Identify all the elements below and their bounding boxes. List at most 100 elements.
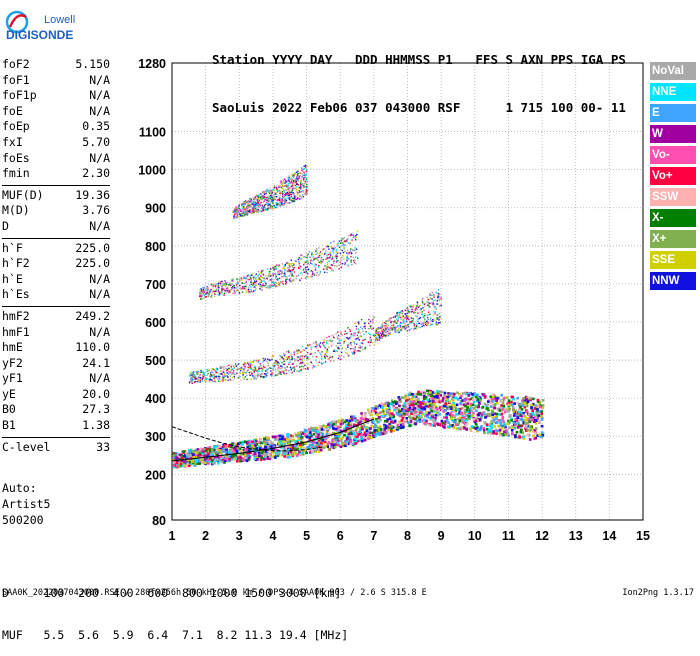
echo-point (193, 375, 194, 376)
echo-point (246, 292, 247, 293)
echo-point (189, 372, 190, 373)
echo-point (506, 409, 509, 412)
echo-point (326, 342, 327, 343)
echo-point (538, 420, 541, 423)
echo-point (213, 284, 214, 285)
echo-point (316, 258, 317, 259)
echo-point (535, 404, 538, 407)
echo-point (238, 377, 239, 378)
echo-point (231, 374, 232, 375)
echo-point (288, 195, 289, 196)
echo-point (343, 255, 344, 256)
echo-point (440, 407, 443, 410)
echo-point (346, 241, 347, 242)
echo-point (242, 286, 243, 287)
echo-point (207, 369, 208, 370)
echo-point (348, 242, 349, 243)
echo-point (257, 207, 258, 208)
echo-point (297, 432, 300, 435)
echo-point (284, 273, 285, 274)
echo-point (527, 433, 530, 436)
echo-point (305, 257, 306, 258)
echo-point (337, 260, 338, 261)
echo-point (223, 369, 224, 370)
echo-point (307, 369, 308, 370)
echo-point (262, 369, 263, 370)
echo-point (294, 271, 295, 272)
echo-point (202, 448, 205, 451)
echo-point (287, 263, 288, 264)
echo-point (410, 410, 413, 413)
echo-point (310, 271, 311, 272)
echo-point (212, 381, 213, 382)
echo-point (302, 351, 303, 352)
echo-point (289, 182, 290, 183)
echo-point (318, 255, 319, 256)
echo-point (343, 246, 344, 247)
echo-point (300, 355, 301, 356)
echo-point (284, 354, 285, 355)
echo-point (211, 459, 214, 462)
echo-point (460, 426, 463, 429)
echo-point (201, 290, 202, 291)
echo-point (240, 379, 241, 380)
echo-point (355, 349, 356, 350)
echo-point (336, 333, 337, 334)
echo-point (233, 458, 236, 461)
echo-point (271, 359, 272, 360)
echo-point (290, 354, 291, 355)
echo-point (511, 429, 514, 432)
echo-point (264, 360, 265, 361)
echo-point (354, 262, 355, 263)
echo-point (240, 287, 241, 288)
echo-point (208, 373, 209, 374)
echo-point (348, 235, 349, 236)
echo-point (263, 364, 264, 365)
echo-point (295, 360, 296, 361)
echo-point (278, 266, 279, 267)
echo-point (284, 269, 285, 270)
echo-point (364, 324, 365, 325)
echo-point (291, 271, 292, 272)
echo-point (247, 289, 248, 290)
echo-point (224, 374, 225, 375)
echo-point (199, 289, 200, 290)
echo-point (456, 428, 459, 431)
echo-point (285, 274, 286, 275)
echo-point (327, 350, 328, 351)
echo-point (442, 397, 445, 400)
echo-point (503, 397, 506, 400)
echo-point (359, 331, 360, 332)
echo-point (297, 199, 298, 200)
echo-point (372, 420, 375, 423)
echo-point (316, 250, 317, 251)
echo-point (251, 364, 252, 365)
echo-point (291, 194, 292, 195)
echo-point (318, 364, 319, 365)
echo-point (272, 286, 273, 287)
echo-point (312, 264, 313, 265)
echo-point (225, 283, 226, 284)
echo-point (224, 372, 225, 373)
echo-point (261, 207, 262, 208)
echo-point (210, 371, 211, 372)
echo-point (190, 378, 191, 379)
echo-point (183, 460, 186, 463)
echo-point (529, 420, 532, 423)
echo-point (251, 445, 254, 448)
echo-point (291, 260, 292, 261)
echo-point (346, 240, 347, 241)
echo-point (277, 453, 280, 456)
echo-point (344, 340, 345, 341)
echo-point (221, 461, 224, 464)
echo-point (298, 259, 299, 260)
echo-point (273, 275, 274, 276)
echo-point (235, 374, 236, 375)
echo-point (277, 278, 278, 279)
echo-point (263, 438, 266, 441)
echo-point (338, 355, 339, 356)
echo-point (494, 425, 497, 428)
echo-point (321, 362, 322, 363)
echo-point (361, 319, 362, 320)
echo-point (295, 197, 296, 198)
